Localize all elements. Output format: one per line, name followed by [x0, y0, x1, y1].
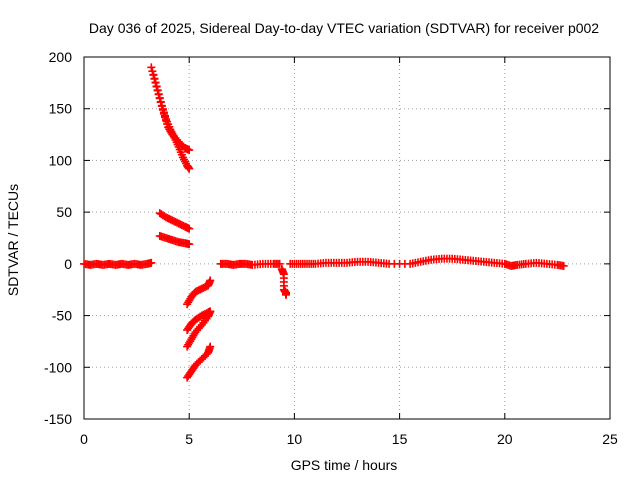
y-tick-label: -150 — [44, 411, 72, 427]
series-baseline-mid — [216, 259, 284, 269]
data-point — [206, 307, 215, 316]
series-arc-positive-high-2 — [149, 70, 194, 173]
data-point — [150, 74, 159, 83]
data-point — [147, 258, 156, 267]
y-tick-label: 50 — [56, 204, 72, 220]
x-tick-label: 5 — [185, 431, 193, 447]
plot-border — [83, 56, 611, 420]
series-baseline-early — [80, 258, 156, 269]
data-point — [185, 164, 194, 173]
y-tick-label: -100 — [44, 359, 72, 375]
y-tick-label: 150 — [49, 101, 73, 117]
series-arc-positive-low — [155, 231, 194, 249]
data-point — [153, 86, 162, 95]
data-point — [154, 89, 163, 98]
series-baseline-late — [286, 254, 568, 270]
data-point — [152, 82, 161, 91]
data-point — [185, 224, 194, 233]
series-dip-9p5 — [277, 265, 290, 299]
data-points — [80, 63, 568, 382]
data-point — [185, 240, 194, 249]
data-point — [149, 70, 158, 79]
series-arc-negative-c — [183, 307, 215, 351]
data-point — [156, 97, 165, 106]
series-arc-negative-a — [183, 276, 215, 309]
x-axis-label: GPS time / hours — [291, 457, 398, 473]
data-point — [206, 342, 215, 351]
data-point — [206, 276, 215, 285]
data-point — [151, 78, 160, 87]
y-tick-label: 0 — [64, 256, 72, 272]
series-arc-positive-mid — [155, 209, 194, 233]
data-point — [281, 290, 290, 299]
x-tick-label: 20 — [497, 431, 513, 447]
x-tick-label: 0 — [80, 431, 88, 447]
data-point — [275, 259, 284, 268]
grid — [84, 57, 610, 419]
x-tick-label: 15 — [392, 431, 408, 447]
data-point — [185, 146, 194, 155]
y-tick-label: 100 — [49, 152, 73, 168]
y-axis-label: SDTVAR / TECUs — [5, 184, 21, 296]
plot-frame — [83, 56, 611, 420]
y-tick-label: -50 — [52, 308, 72, 324]
axis-ticks: 0 5 10 15 20 25 -150 -100 -50 0 50 100 150 200 — [44, 49, 618, 447]
x-tick-label: 25 — [602, 431, 618, 447]
x-tick-label: 10 — [287, 431, 303, 447]
chart-title: Day 036 of 2025, Sidereal Day-to-day VTE… — [89, 20, 599, 36]
series-arc-negative-d — [183, 342, 215, 382]
data-point — [155, 93, 164, 102]
y-tick-label: 200 — [49, 49, 73, 65]
data-point — [559, 261, 568, 270]
data-point — [147, 63, 156, 72]
